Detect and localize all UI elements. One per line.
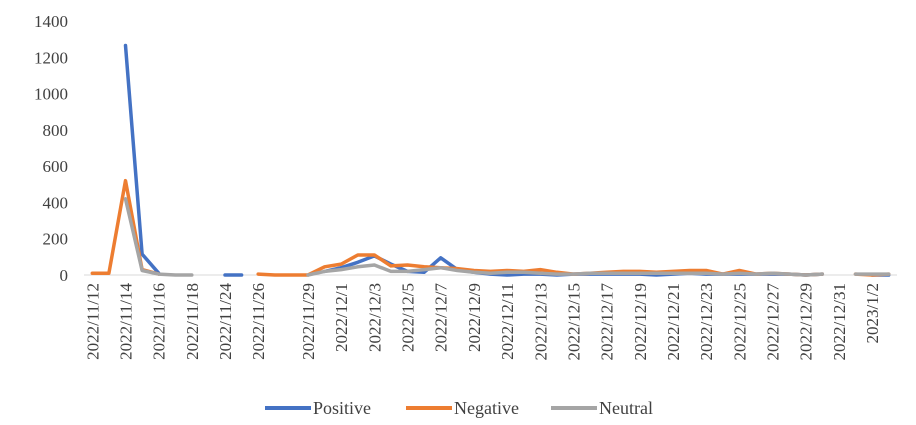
series-line-segment — [123, 43, 161, 275]
x-tick-label: 2022/11/14 — [116, 283, 135, 360]
x-tick-label: 2022/12/21 — [664, 283, 683, 360]
x-tick-label: 2022/11/18 — [183, 283, 202, 360]
x-tick-label: 2022/12/29 — [797, 283, 816, 360]
y-tick-label: 600 — [43, 157, 69, 176]
x-tick-label: 2022/12/23 — [697, 283, 716, 360]
legend-label-neutral: Neutral — [599, 398, 653, 418]
x-tick-label: 2022/11/16 — [150, 283, 169, 360]
x-tick-label: 2022/12/11 — [498, 283, 517, 360]
series-line-segment — [123, 197, 194, 277]
x-tick-label: 2022/11/24 — [216, 283, 235, 360]
x-tick-label: 2022/12/7 — [432, 283, 451, 352]
x-tick-label: 2022/12/15 — [564, 283, 583, 360]
x-axis: 2022/11/12 2022/11/14 2022/11/16 2022/11/18… — [83, 274, 897, 361]
series-positive — [123, 43, 891, 277]
legend-label-positive: Positive — [313, 398, 371, 418]
y-tick-label: 200 — [43, 230, 69, 249]
series-negative — [90, 178, 891, 277]
x-tick-label: 2022/12/9 — [465, 283, 484, 352]
y-tick-label: 0 — [60, 266, 69, 285]
x-tick-label: 2022/11/29 — [299, 283, 318, 360]
x-tick-label: 2023/1/2 — [863, 283, 882, 343]
x-tick-label: 2022/11/12 — [83, 283, 102, 360]
legend: Positive Negative Neutral — [265, 398, 653, 418]
x-tick-label: 2022/12/27 — [764, 283, 783, 361]
y-axis: 0 200 400 600 800 1000 1200 1400 — [34, 12, 68, 285]
legend-label-negative: Negative — [454, 398, 519, 418]
x-tick-label: 2022/12/19 — [631, 283, 650, 360]
x-tick-label: 2022/12/3 — [365, 283, 384, 352]
series-neutral — [123, 197, 891, 277]
y-tick-label: 1400 — [34, 12, 68, 31]
y-tick-label: 1000 — [34, 85, 68, 104]
x-tick-label: 2022/11/26 — [249, 283, 268, 360]
x-tick-label: 2022/12/31 — [830, 283, 849, 360]
plot-area — [90, 43, 891, 277]
x-tick-label: 2022/12/1 — [332, 283, 351, 352]
x-tick-label: 2022/12/17 — [598, 283, 617, 361]
x-tick-label: 2022/12/25 — [730, 283, 749, 360]
y-tick-label: 800 — [43, 121, 69, 140]
x-tick-label: 2022/12/5 — [399, 283, 418, 352]
series-line-segment — [306, 263, 825, 277]
y-tick-label: 1200 — [34, 48, 68, 67]
x-tick-label: 2022/12/13 — [531, 283, 550, 360]
y-tick-label: 400 — [43, 193, 69, 212]
